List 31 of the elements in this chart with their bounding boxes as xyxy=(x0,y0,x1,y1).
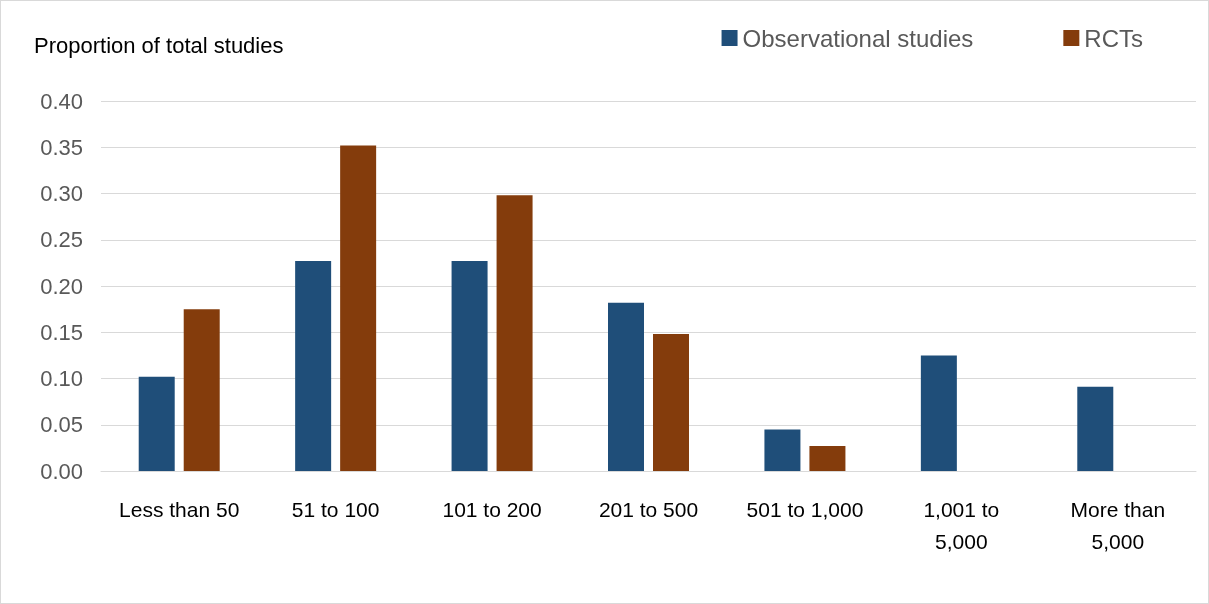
bar xyxy=(183,309,220,471)
bar xyxy=(1077,386,1114,471)
y-tick-label: 0.35 xyxy=(40,134,83,160)
bar xyxy=(608,302,644,471)
x-tick-label: 501 to 1,000 xyxy=(746,497,864,521)
x-tick-label: Less than 50 xyxy=(119,497,240,521)
y-tick-label: 0.20 xyxy=(40,273,83,299)
x-tick-label: 51 to 100 xyxy=(291,497,380,521)
y-tick-label: 0.40 xyxy=(40,88,83,114)
bar xyxy=(138,376,175,471)
x-tick-label: 1,001 to 5,000 xyxy=(923,497,1000,553)
x-tick-label: More than 5,000 xyxy=(1070,497,1166,553)
x-tick-label: 101 to 200 xyxy=(442,497,542,521)
bar xyxy=(809,446,846,471)
bar xyxy=(340,145,377,471)
bar xyxy=(451,261,488,471)
y-axis-title: Proportion of total studies xyxy=(34,32,284,58)
y-tick-label: 0.30 xyxy=(40,181,83,206)
legend-label: RCTs xyxy=(1084,24,1144,52)
y-tick-label: 0.10 xyxy=(40,366,83,391)
y-tick-label: 0.15 xyxy=(40,319,83,345)
y-tick-label: 0.00 xyxy=(40,458,83,484)
x-tick-label: 201 to 500 xyxy=(598,497,699,521)
bar xyxy=(496,195,533,471)
bar xyxy=(295,261,332,471)
bar xyxy=(653,334,689,471)
bar xyxy=(764,429,801,471)
bar xyxy=(920,355,957,471)
y-tick-label: 0.05 xyxy=(40,412,83,438)
y-tick-label: 0.25 xyxy=(40,227,83,253)
legend-label: Observational studies xyxy=(742,24,974,52)
